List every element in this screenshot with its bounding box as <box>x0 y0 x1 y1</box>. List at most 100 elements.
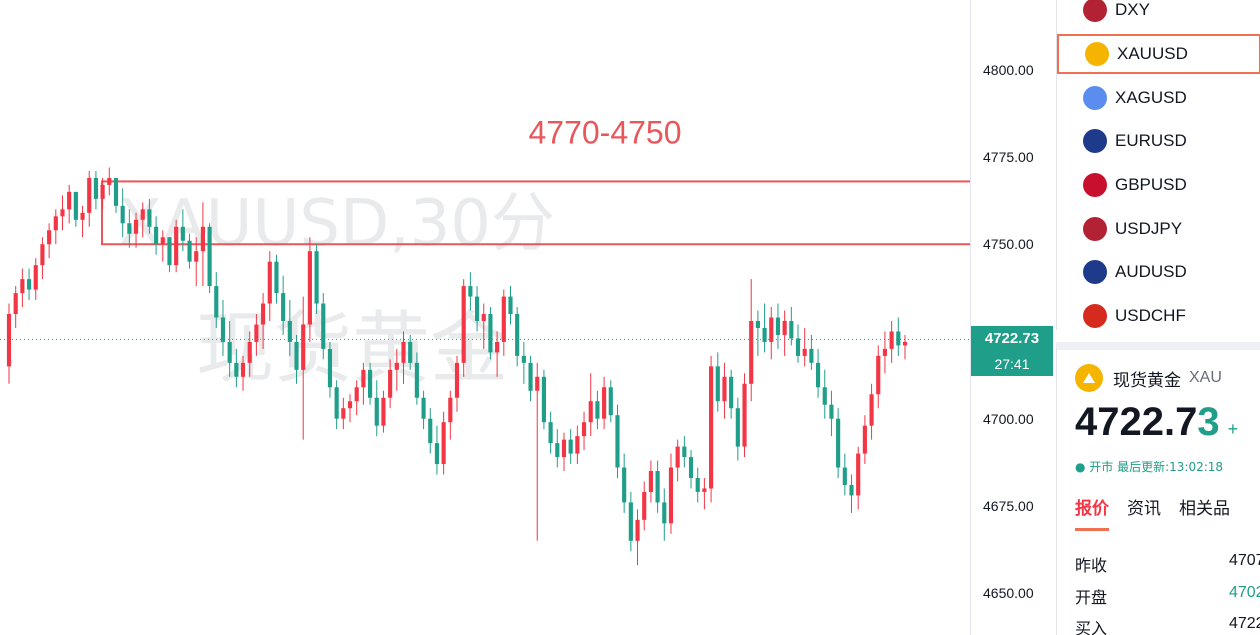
watchlist-item-gbpusd[interactable]: GBPUSD <box>1057 165 1260 205</box>
candle-body <box>762 327 767 342</box>
us-flag-icon <box>1083 217 1107 241</box>
y-tick-label: 4700.00 <box>983 410 1034 427</box>
candle-body <box>461 286 466 363</box>
candle-body <box>561 439 567 458</box>
y-tick-label: 4650.00 <box>983 585 1034 602</box>
gold-icon <box>1075 364 1103 392</box>
tab-quote[interactable]: 报价 <box>1075 494 1109 531</box>
candle-body <box>501 296 506 342</box>
candle-body <box>722 376 727 402</box>
candle-body <box>140 209 145 220</box>
candle-body <box>495 341 500 353</box>
watchlist-item-xauusd[interactable]: XAUUSD <box>1057 34 1260 74</box>
candle-body <box>468 286 473 297</box>
watchlist-item-audusd[interactable]: AUDUSD <box>1057 252 1260 292</box>
candle-body <box>414 362 419 398</box>
candle-body <box>267 261 272 304</box>
candle-body <box>374 397 379 426</box>
watchlist-item-usdchf[interactable]: USDCHF <box>1057 296 1260 336</box>
candle-body <box>889 331 894 349</box>
watchlist-item-usdjpy[interactable]: USDJPY <box>1057 209 1260 249</box>
price-axis[interactable]: 4800.00 4775.00 4750.00 4700.00 4675.00 4650.… <box>970 0 1056 635</box>
row-label: 昨收 <box>1075 556 1108 575</box>
candle-body <box>200 226 205 252</box>
candle-body <box>622 467 627 503</box>
candle-body <box>321 303 326 349</box>
symbol-name: 现货黄金 <box>1113 370 1181 391</box>
candle-body <box>655 471 660 503</box>
candle-body <box>80 212 85 220</box>
row-value: 4722. <box>1228 615 1260 632</box>
candle-body <box>795 338 801 356</box>
watchlist-item-eurusd[interactable]: EURUSD <box>1057 121 1260 161</box>
watchlist-symbol: DXY <box>1115 0 1150 19</box>
candle-body <box>869 394 874 426</box>
candle-body <box>548 422 553 444</box>
candle-body <box>876 355 881 395</box>
tab-related[interactable]: 相关品 <box>1179 499 1230 519</box>
watchlist-item-xagusd[interactable]: XAGUSD <box>1057 78 1260 118</box>
candle-body <box>809 348 814 363</box>
watchlist-symbol: USDCHF <box>1115 306 1186 325</box>
candle-body <box>160 237 165 245</box>
candle-body <box>849 484 854 496</box>
candle-body <box>862 425 867 454</box>
candle-body <box>769 317 774 342</box>
candle-body <box>682 446 687 458</box>
market-status: ● 开市 最后更新:13:02:18 <box>1075 460 1224 474</box>
row-value: 4707. <box>1228 552 1260 569</box>
tab-news[interactable]: 资讯 <box>1127 499 1161 519</box>
price-change: + <box>1227 419 1239 439</box>
candle-body <box>896 331 901 346</box>
candle-body <box>408 341 413 363</box>
symbol-watermark: XAUUSD,30分 <box>118 187 555 261</box>
candle-body <box>327 348 333 388</box>
candle-body <box>274 261 279 294</box>
candle-body <box>448 397 453 423</box>
candle-body <box>187 240 192 262</box>
candle-body <box>602 387 607 419</box>
symbol-header: 现货黄金 XAU <box>1075 364 1222 392</box>
candle-body <box>207 226 212 287</box>
candle-body <box>648 471 653 492</box>
candle-body <box>642 491 647 520</box>
candle-body <box>314 251 319 304</box>
watchlist-symbol: XAGUSD <box>1115 88 1187 107</box>
candle-body <box>842 467 847 485</box>
candle-body <box>354 387 359 402</box>
candle-body <box>856 453 861 496</box>
candle-body <box>53 216 58 231</box>
watchlist-item-dxy[interactable]: DXY <box>1057 0 1260 30</box>
last-price-main: 4722.7 <box>1075 400 1198 444</box>
candle-body <box>428 418 433 444</box>
row-prev-close: 昨收 4707. <box>1075 552 1260 576</box>
candle-body <box>307 251 312 325</box>
candle-body <box>421 397 426 419</box>
gb-flag-icon <box>1083 173 1107 197</box>
candle-body <box>381 397 386 426</box>
candle-body <box>40 244 45 266</box>
candle-body <box>261 303 266 325</box>
y-tick-label: 4800.00 <box>983 61 1034 78</box>
price-chart[interactable]: XAUUSD,30分 现货黄金 4770-4750 <box>0 0 970 635</box>
silver-icon <box>1083 86 1107 110</box>
us-flag-icon <box>1083 0 1107 22</box>
candle-body <box>555 443 560 458</box>
candle-body <box>254 324 259 342</box>
candle-body <box>67 191 72 210</box>
candle-body <box>220 317 226 342</box>
watchlist-symbol: EURUSD <box>1115 131 1187 150</box>
candle-body <box>608 387 613 416</box>
candle-body <box>301 324 306 370</box>
eu-flag-icon <box>1083 129 1107 153</box>
candle-body <box>488 314 493 353</box>
candle-body <box>628 502 633 541</box>
candle-body <box>581 422 587 437</box>
bar-countdown: 27:41 <box>971 352 1053 377</box>
row-label: 开盘 <box>1075 588 1108 607</box>
candle-body <box>595 401 600 419</box>
watchlist-symbol: USDJPY <box>1115 219 1183 238</box>
watchlist-symbol: GBPUSD <box>1115 175 1187 194</box>
candle-body <box>147 209 152 227</box>
